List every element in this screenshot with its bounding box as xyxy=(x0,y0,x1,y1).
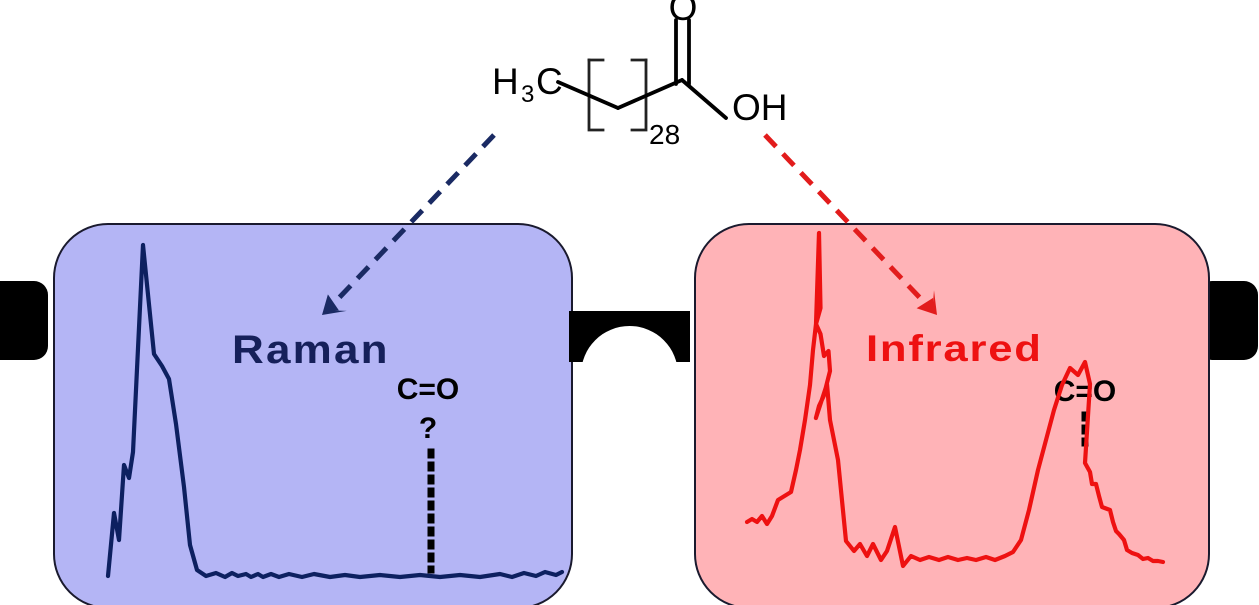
svg-text:H: H xyxy=(492,61,519,102)
svg-text:3: 3 xyxy=(521,81,534,108)
svg-text:O: O xyxy=(669,0,698,28)
svg-text:OH: OH xyxy=(732,87,788,128)
svg-text:28: 28 xyxy=(649,119,680,150)
svg-text:C: C xyxy=(536,61,563,102)
